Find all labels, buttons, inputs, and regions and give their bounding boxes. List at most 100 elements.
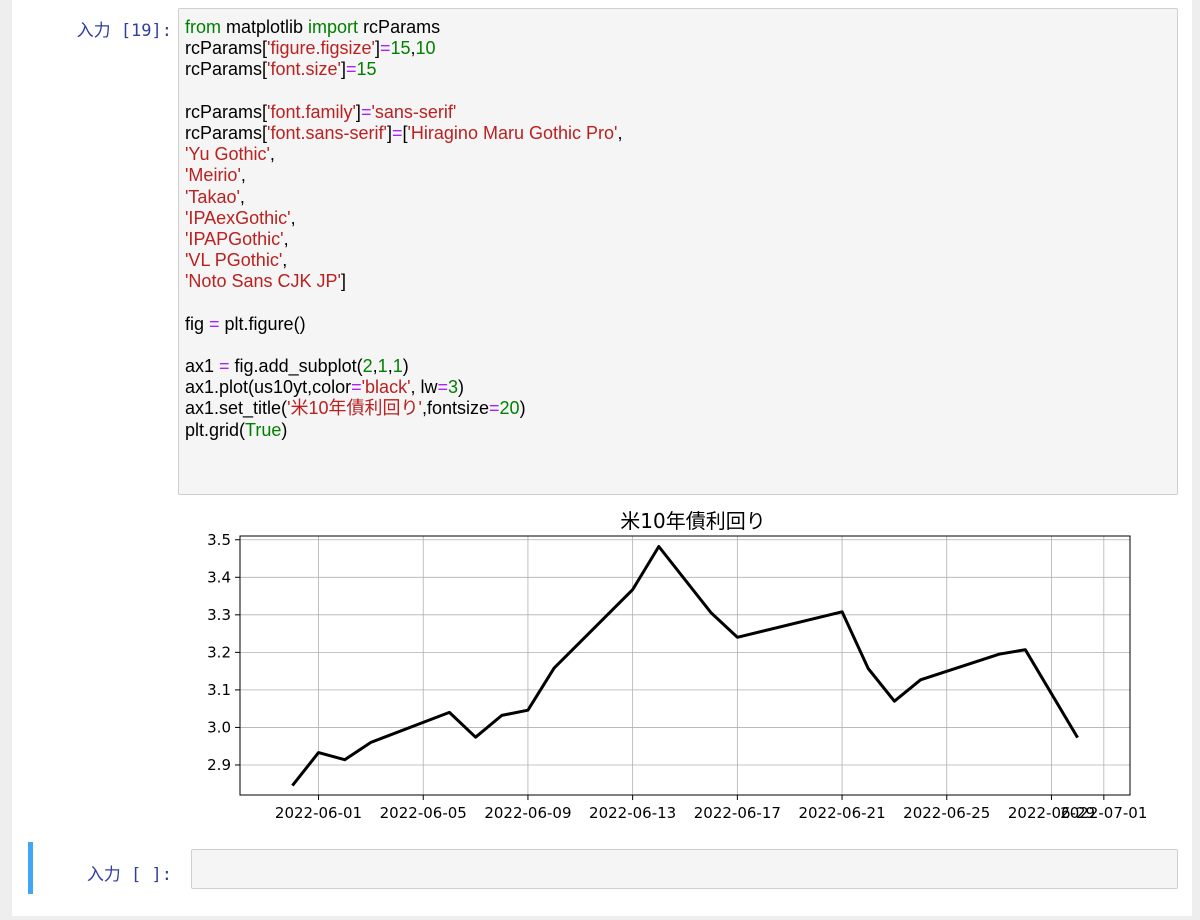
code-editor[interactable]: from matplotlib import rcParams rcParams[… — [185, 17, 622, 441]
code-token: , — [617, 122, 623, 143]
code-token: rcParams[ — [185, 122, 268, 143]
code-line: 'IPAPGothic', — [185, 229, 622, 250]
x-tick-label: 2022-06-01 — [275, 804, 362, 822]
code-token: ] — [374, 38, 380, 59]
code-token: [ — [402, 122, 408, 143]
code-line: rcParams['font.sans-serif']=['Hiragino M… — [185, 123, 622, 144]
code-token: 'Noto Sans CJK JP' — [185, 271, 341, 292]
code-token: 'Meirio' — [185, 165, 241, 186]
y-tick-label: 3.4 — [207, 568, 231, 586]
x-tick-label: 2022-06-17 — [694, 804, 781, 822]
code-token: 'font.size' — [267, 59, 341, 80]
code-token: ] — [386, 122, 392, 143]
code-token: = — [489, 398, 500, 419]
code-line: 'Yu Gothic', — [185, 144, 622, 165]
code-token: , — [290, 207, 296, 228]
code-line: from matplotlib import rcParams — [185, 17, 622, 38]
code-token: ,fontsize — [421, 398, 490, 419]
code-token: rcParams[ — [185, 101, 268, 122]
plot-frame — [239, 535, 1131, 796]
code-token: ) — [458, 377, 465, 398]
x-tick-label: 2022-06-13 — [589, 804, 676, 822]
code-token: , — [269, 144, 275, 165]
x-tick-label: 2022-07-01 — [1060, 804, 1147, 822]
code-token: import — [308, 17, 359, 37]
code-token: 'sans-serif' — [371, 101, 457, 122]
code-token: , — [239, 186, 245, 207]
code-token: 15 — [390, 38, 411, 59]
code-token: plt.figure() — [219, 313, 306, 334]
code-line: ax1.set_title('米10年債利回り',fontsize=20) — [185, 398, 622, 419]
code-line: rcParams['figure.figsize']=15,10 — [185, 38, 622, 59]
code-token: = — [391, 122, 403, 143]
code-line: ax1.plot(us10yt,color='black', lw=3) — [185, 377, 622, 398]
code-token: ] — [340, 271, 346, 292]
code-token: = — [219, 356, 230, 376]
code-token: 20 — [499, 398, 520, 419]
y-tick-label: 3.0 — [207, 718, 231, 736]
code-token: ax1 — [185, 356, 220, 376]
code-line: ax1 = fig.add_subplot(2,1,1) — [185, 356, 622, 377]
code-token: , — [240, 165, 246, 186]
code-token: rcParams — [358, 17, 441, 37]
code-line: plt.grid(True) — [185, 420, 622, 441]
code-token: ] — [340, 59, 346, 80]
y-tick-label: 3.2 — [207, 643, 231, 661]
code-token: ) — [402, 356, 409, 376]
code-token: ax1.plot(us10yt,color — [185, 377, 352, 398]
code-token: 'Hiragino Maru Gothic Pro' — [407, 122, 618, 143]
code-token: 'figure.figsize' — [267, 38, 375, 59]
code-token: 2 — [362, 356, 373, 376]
code-token: = — [345, 59, 357, 80]
code-line: 'Takao', — [185, 187, 622, 208]
x-tick-label: 2022-06-29 — [1008, 804, 1095, 822]
code-token: 3 — [448, 377, 459, 398]
code-token: plt.grid( — [185, 419, 246, 440]
code-token: 'Takao' — [185, 186, 240, 207]
code-line: fig = plt.figure() — [185, 314, 622, 335]
series-line-us10y — [291, 545, 1079, 787]
code-token: = — [379, 38, 391, 59]
empty-code-cell-input[interactable] — [191, 849, 1178, 889]
y-tick-label: 3.1 — [207, 681, 231, 699]
code-token: ) — [281, 419, 288, 440]
code-token: = — [209, 313, 220, 334]
code-line: rcParams['font.size']=15 — [185, 59, 622, 80]
code-token: 'font.sans-serif' — [267, 122, 387, 143]
yield-chart: 2022-06-01 2022-06-05 2022-06-09 2022-06-13… — [207, 509, 1147, 822]
code-token: , — [282, 250, 288, 271]
code-token: fig — [185, 313, 210, 334]
code-line: 'Noto Sans CJK JP'] — [185, 271, 622, 292]
code-token: 10 — [415, 38, 436, 59]
cell-output: 2022-06-01 2022-06-05 2022-06-09 2022-06-13… — [178, 498, 1178, 838]
code-token: ax1.set_title( — [185, 398, 288, 419]
code-token: 'IPAexGothic' — [185, 207, 291, 228]
code-line — [185, 81, 622, 102]
code-line: 'IPAexGothic', — [185, 208, 622, 229]
code-token: , — [387, 356, 393, 376]
x-tick-label: 2022-06-09 — [484, 804, 571, 822]
code-token: ) — [519, 398, 526, 419]
selected-cell-indicator — [28, 842, 33, 894]
code-token: , lw — [410, 377, 438, 398]
code-line — [185, 292, 622, 313]
axis-ticks: 2022-06-01 2022-06-05 2022-06-09 2022-06-13… — [207, 531, 1147, 822]
code-line: 'VL PGothic', — [185, 250, 622, 271]
code-token: = — [437, 377, 449, 398]
code-token: 15 — [356, 59, 377, 80]
notebook: 入力 [19]: from matplotlib import rcParams… — [12, 0, 1192, 916]
code-token: from — [185, 17, 221, 37]
code-token: rcParams[ — [185, 38, 268, 59]
code-token: 'IPAPGothic' — [185, 228, 284, 249]
code-token: = — [360, 101, 372, 122]
y-tick-label: 2.9 — [207, 756, 231, 774]
code-cell-input[interactable]: from matplotlib import rcParams rcParams[… — [178, 8, 1178, 495]
code-token: True — [245, 419, 282, 440]
code-token: , — [283, 228, 289, 249]
y-tick-label: 3.5 — [207, 531, 231, 549]
code-token: matplotlib — [221, 17, 309, 37]
code-token: , — [410, 38, 416, 59]
code-token: = — [351, 377, 362, 398]
code-token: 1 — [377, 356, 388, 376]
code-line: rcParams['font.family']='sans-serif' — [185, 102, 622, 123]
